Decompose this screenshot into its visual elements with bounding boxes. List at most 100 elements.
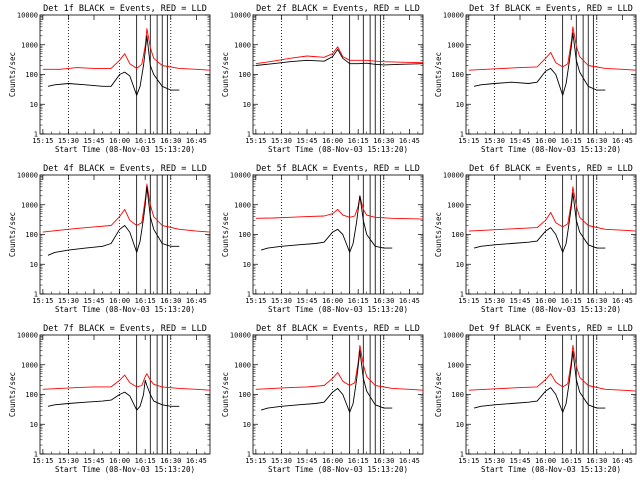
y-axis-label: Counts/sec xyxy=(221,212,230,257)
x-tick-label: 15:15 xyxy=(245,457,266,465)
x-tick-label: 16:45 xyxy=(186,137,207,145)
panel-title: Det 8f BLACK = Events, RED = LLD xyxy=(256,324,420,334)
events-series-line xyxy=(47,379,180,411)
plot-frame xyxy=(39,14,211,135)
y-tick-label: 1 xyxy=(460,131,464,139)
x-tick-label: 16:15 xyxy=(348,137,369,145)
panel-title: Det 2f BLACK = Events, RED = LLD xyxy=(256,4,420,14)
y-tick-label: 10 xyxy=(30,101,38,109)
panel-6: Det 6f BLACK = Events, RED = LLD 1 10 100 10… xyxy=(434,164,637,314)
y-tick-label: 1 xyxy=(247,451,251,459)
y-axis-label: Counts/sec xyxy=(434,52,443,97)
lld-series-line xyxy=(468,26,637,71)
x-tick-label: 15:30 xyxy=(271,457,292,465)
y-tick-label: 1000 xyxy=(234,361,251,369)
events-series-line xyxy=(260,195,393,253)
lld-series-line xyxy=(42,183,211,233)
x-tick-label: 16:30 xyxy=(586,457,607,465)
y-tick-label: 10000 xyxy=(443,332,464,340)
x-tick-label: 16:00 xyxy=(535,137,556,145)
x-tick-label: 16:15 xyxy=(561,457,582,465)
x-tick-label: 16:30 xyxy=(373,297,394,305)
y-tick-label: 10 xyxy=(243,421,251,429)
x-tick-label: 16:45 xyxy=(399,137,420,145)
x-tick-label: 16:00 xyxy=(322,457,343,465)
x-tick-label: 15:15 xyxy=(32,297,53,305)
panel-4: Det 4f BLACK = Events, RED = LLD 1 10 100 10… xyxy=(8,164,211,314)
y-tick-label: 1 xyxy=(247,291,251,299)
x-tick-label: 16:30 xyxy=(160,137,181,145)
x-tick-label: 16:00 xyxy=(535,457,556,465)
y-tick-label: 10000 xyxy=(443,172,464,180)
y-tick-label: 1000 xyxy=(21,41,38,49)
x-axis-label: Start Time (08-Nov-03 15:13:20) xyxy=(481,465,621,474)
lld-series-line xyxy=(255,46,424,65)
panel-title: Det 6f BLACK = Events, RED = LLD xyxy=(469,164,633,174)
panel-1: Det 1f BLACK = Events, RED = LLD 1 10 100 10… xyxy=(8,4,211,154)
y-tick-label: 1 xyxy=(247,131,251,139)
y-tick-label: 10 xyxy=(456,101,464,109)
y-tick-label: 10000 xyxy=(230,12,251,20)
y-tick-label: 1000 xyxy=(234,41,251,49)
y-tick-label: 10 xyxy=(243,261,251,269)
lld-series-line xyxy=(468,186,637,232)
x-tick-label: 16:30 xyxy=(160,297,181,305)
y-tick-label: 1000 xyxy=(21,361,38,369)
x-tick-label: 16:15 xyxy=(348,457,369,465)
y-tick-label: 10 xyxy=(456,261,464,269)
y-tick-label: 100 xyxy=(25,231,38,239)
panel-5: Det 5f BLACK = Events, RED = LLD 1 10 100 10… xyxy=(221,164,424,314)
events-series-line xyxy=(473,350,606,413)
y-axis-label: Counts/sec xyxy=(8,372,17,417)
panel-title: Det 4f BLACK = Events, RED = LLD xyxy=(43,164,207,174)
plot-frame xyxy=(252,334,424,455)
x-tick-label: 16:15 xyxy=(135,297,156,305)
y-tick-label: 10000 xyxy=(17,172,38,180)
y-tick-label: 100 xyxy=(451,231,464,239)
x-tick-label: 16:15 xyxy=(561,137,582,145)
plot-frame xyxy=(252,14,424,135)
y-tick-label: 100 xyxy=(238,71,251,79)
lld-series-line xyxy=(42,28,211,71)
panel-title: Det 1f BLACK = Events, RED = LLD xyxy=(43,4,207,14)
y-tick-label: 1 xyxy=(34,291,38,299)
x-tick-label: 15:15 xyxy=(458,457,479,465)
x-tick-label: 16:00 xyxy=(109,137,130,145)
events-series-line xyxy=(47,35,180,96)
lld-series-line xyxy=(468,344,637,392)
panel-9: Det 9f BLACK = Events, RED = LLD 1 10 100 10… xyxy=(434,324,637,474)
x-tick-label: 15:45 xyxy=(296,457,317,465)
y-axis-label: Counts/sec xyxy=(221,52,230,97)
panel-title: Det 7f BLACK = Events, RED = LLD xyxy=(43,324,207,334)
plot-frame xyxy=(39,334,211,455)
x-axis-label: Start Time (08-Nov-03 15:13:20) xyxy=(268,145,408,154)
y-axis-label: Counts/sec xyxy=(221,372,230,417)
panel-title: Det 5f BLACK = Events, RED = LLD xyxy=(256,164,420,174)
x-tick-label: 15:45 xyxy=(83,137,104,145)
x-tick-label: 15:30 xyxy=(484,137,505,145)
y-axis-label: Counts/sec xyxy=(434,372,443,417)
y-tick-label: 1 xyxy=(460,291,464,299)
y-tick-label: 1000 xyxy=(234,201,251,209)
x-tick-label: 15:30 xyxy=(58,457,79,465)
plot-frame xyxy=(465,334,637,455)
plot-frame xyxy=(465,174,637,295)
x-tick-label: 15:45 xyxy=(509,137,530,145)
x-tick-label: 15:45 xyxy=(509,457,530,465)
x-axis-label: Start Time (08-Nov-03 15:13:20) xyxy=(268,465,408,474)
x-tick-label: 15:15 xyxy=(245,137,266,145)
y-tick-label: 100 xyxy=(451,391,464,399)
events-series-line xyxy=(255,48,424,66)
plot-frame xyxy=(39,174,211,295)
y-tick-label: 1 xyxy=(460,451,464,459)
x-axis-label: Start Time (08-Nov-03 15:13:20) xyxy=(55,465,195,474)
x-axis-label: Start Time (08-Nov-03 15:13:20) xyxy=(481,145,621,154)
x-tick-label: 16:45 xyxy=(612,137,633,145)
x-axis-label: Start Time (08-Nov-03 15:13:20) xyxy=(268,305,408,314)
x-tick-label: 16:45 xyxy=(612,297,633,305)
y-tick-label: 1000 xyxy=(447,361,464,369)
x-tick-label: 16:00 xyxy=(322,137,343,145)
x-tick-label: 16:30 xyxy=(373,457,394,465)
y-axis-label: Counts/sec xyxy=(8,52,17,97)
y-tick-label: 10 xyxy=(456,421,464,429)
